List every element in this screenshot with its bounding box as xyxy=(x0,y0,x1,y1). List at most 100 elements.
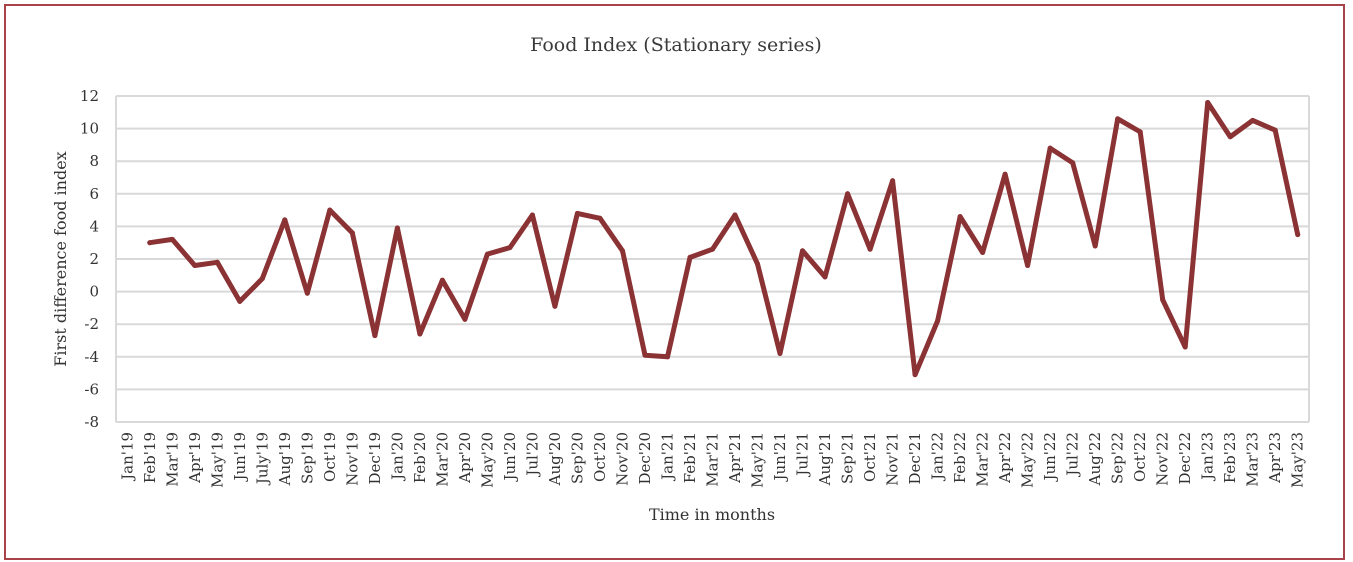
data-point xyxy=(282,217,288,223)
data-point xyxy=(1205,100,1211,106)
data-point xyxy=(822,274,828,280)
x-tick-label: Aug'21 xyxy=(816,432,834,486)
data-point xyxy=(845,191,851,197)
x-tick-label: Feb'21 xyxy=(681,432,699,483)
data-point xyxy=(484,251,490,257)
x-tick-label: Oct'20 xyxy=(591,432,609,482)
x-tick-labels: Jan'19 Feb'19 Mar'19 Apr'19 May'19 Jun'19 July… xyxy=(118,432,1306,488)
data-point xyxy=(1092,243,1098,249)
x-tick-label: Apr'21 xyxy=(726,432,744,484)
x-tick-label: Mar'20 xyxy=(433,432,451,487)
data-point xyxy=(1160,297,1166,303)
y-tick-label: -8 xyxy=(84,413,99,431)
x-tick-label: Jan'23 xyxy=(1199,432,1217,482)
x-tick-label: May'19 xyxy=(208,432,226,488)
x-tick-label: Aug'22 xyxy=(1086,432,1104,486)
x-tick-label: Aug'20 xyxy=(546,432,564,486)
x-tick-label: Dec'19 xyxy=(366,432,384,485)
data-point xyxy=(574,210,580,216)
data-point xyxy=(710,246,715,252)
x-tick-label: July'19 xyxy=(253,432,271,486)
y-tick-label: 4 xyxy=(89,217,99,235)
x-tick-label: Nov'21 xyxy=(884,432,902,486)
data-point xyxy=(462,316,468,322)
data-point xyxy=(1272,127,1278,133)
data-point xyxy=(1227,134,1233,140)
chart-title: Food Index (Stationary series) xyxy=(530,34,822,56)
x-tick-label: Apr'22 xyxy=(996,432,1014,484)
data-point xyxy=(1025,263,1031,269)
x-tick-label: Jan'20 xyxy=(388,432,406,482)
x-tick-label: Mar'21 xyxy=(704,432,722,487)
data-point xyxy=(1250,117,1256,123)
x-tick-label: Sep'21 xyxy=(839,432,857,484)
x-tick-label: May'22 xyxy=(1019,432,1037,488)
x-tick-label: May'23 xyxy=(1289,432,1307,488)
data-point xyxy=(935,318,941,324)
x-tick-label: Apr'20 xyxy=(456,432,474,484)
x-tick-label: Nov'22 xyxy=(1154,432,1172,486)
data-point xyxy=(147,240,153,246)
data-point xyxy=(912,372,918,378)
x-tick-label: Jul'22 xyxy=(1064,432,1082,478)
x-tick-label: Apr'23 xyxy=(1266,432,1284,484)
data-point xyxy=(1002,171,1008,177)
y-tick-label: 0 xyxy=(89,283,99,301)
y-tick-label: -4 xyxy=(84,348,99,366)
y-tick-label: 8 xyxy=(89,152,99,170)
x-tick-label: Dec'20 xyxy=(636,432,654,485)
x-tick-label: Jul'20 xyxy=(523,432,541,478)
x-tick-label: Jan'22 xyxy=(929,432,947,482)
data-point xyxy=(800,248,806,254)
y-tick-label: -2 xyxy=(84,315,99,333)
x-tick-label: Jun'21 xyxy=(771,432,789,483)
x-tick-label: Dec'22 xyxy=(1176,432,1194,485)
x-tick-label: Oct'21 xyxy=(861,432,879,482)
x-tick-label: Jan'21 xyxy=(658,432,676,482)
data-point xyxy=(439,277,445,283)
series-group xyxy=(147,100,1301,378)
data-point xyxy=(259,276,265,282)
x-tick-label: Jun'22 xyxy=(1041,432,1059,483)
data-point xyxy=(507,245,513,251)
x-tick-label: Feb'23 xyxy=(1221,432,1239,483)
x-tick-label: Sep'22 xyxy=(1109,432,1127,484)
x-tick-label: Jun'20 xyxy=(501,432,519,483)
data-point xyxy=(1115,116,1121,122)
y-tick-labels: 12 10 8 6 4 2 0 -2 -4 -6 -8 xyxy=(80,87,99,431)
data-point xyxy=(597,215,603,221)
x-tick-label: Jul'21 xyxy=(794,432,812,478)
data-point xyxy=(890,178,896,184)
data-point xyxy=(1295,232,1301,238)
x-tick-label: Oct'22 xyxy=(1131,432,1149,482)
x-tick-label: Nov'19 xyxy=(343,432,361,486)
x-tick-label: Sep'19 xyxy=(298,432,316,484)
data-point xyxy=(687,254,693,260)
data-point xyxy=(327,207,333,213)
data-point xyxy=(1070,160,1076,166)
data-point xyxy=(619,248,625,254)
x-tick-label: Aug'19 xyxy=(276,432,294,486)
x-tick-label: May'21 xyxy=(749,432,767,488)
data-point xyxy=(867,246,873,252)
x-tick-label: Mar'22 xyxy=(974,432,992,487)
x-tick-label: Feb'22 xyxy=(951,432,969,483)
data-point xyxy=(1182,344,1188,350)
data-point xyxy=(192,263,198,269)
data-point xyxy=(529,212,535,218)
y-tick-label: 2 xyxy=(89,250,99,268)
y-axis-title: First difference food index xyxy=(51,151,70,366)
data-point xyxy=(237,298,243,304)
x-tick-label: Sep'20 xyxy=(568,432,586,484)
x-tick-label: Jun'19 xyxy=(231,432,249,483)
x-axis-title: Time in months xyxy=(649,505,775,524)
data-point xyxy=(214,259,220,265)
data-point xyxy=(755,261,761,267)
data-point xyxy=(642,352,648,358)
data-point xyxy=(417,331,423,337)
data-point xyxy=(664,354,670,360)
x-tick-label: Jan'19 xyxy=(118,432,136,482)
data-point xyxy=(732,212,738,218)
x-tick-label: Feb'19 xyxy=(141,432,159,483)
